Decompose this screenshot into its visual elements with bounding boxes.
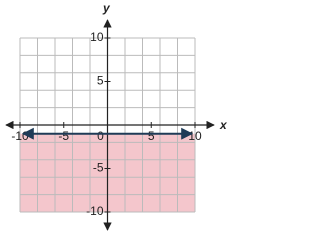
chart: x y -10 -5 0 5 10 -10 -5 5 10 [5,1,228,231]
y-axis-label: y [102,1,111,15]
x-tick-label: 5 [148,129,155,143]
y-tick-label: 5 [97,74,104,88]
x-tick-label: -5 [58,129,69,143]
y-tick-label: -10 [86,204,104,218]
x-axis-label: x [219,118,228,132]
y-tick-label: 10 [90,30,104,44]
x-tick-label: 10 [188,129,202,143]
y-tick-label: -5 [93,161,104,175]
x-tick-label: 0 [97,129,104,143]
x-tick-label: -10 [11,129,29,143]
